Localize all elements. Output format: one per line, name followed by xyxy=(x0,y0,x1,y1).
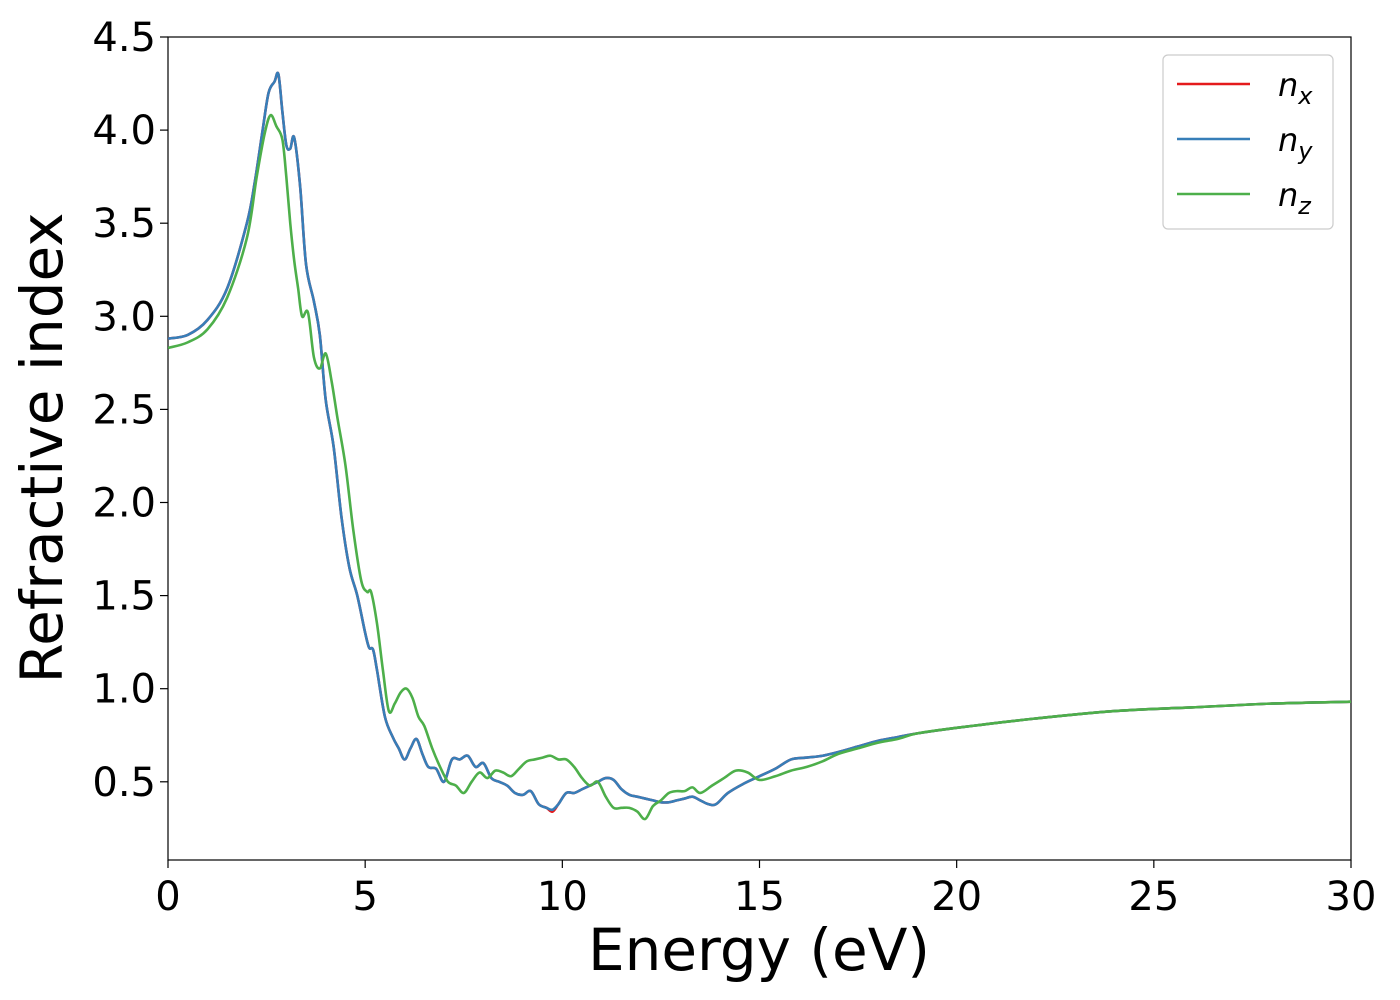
x-tick-label: 0 xyxy=(155,874,180,920)
legend-box xyxy=(1162,54,1334,230)
y-axis: 0.5 1.0 1.5 2.0 2.5 3.0 3.5 4.0 4.5 xyxy=(92,15,168,806)
y-tick-label: 4.0 xyxy=(92,108,156,154)
legend-label-z: nz xyxy=(1278,176,1312,220)
y-tick-label: 1.0 xyxy=(92,667,156,713)
y-tick-label: 3.0 xyxy=(92,294,156,340)
y-axis-label: Refractive index xyxy=(8,212,76,683)
legend-label-x: nx xyxy=(1278,66,1313,110)
series-layer xyxy=(168,71,1351,821)
y-tick-label: 4.5 xyxy=(92,15,156,61)
y-tick-label: 1.5 xyxy=(92,574,156,620)
series-line-z xyxy=(168,113,1351,821)
x-tick-label: 15 xyxy=(734,874,785,920)
x-tick-label: 25 xyxy=(1128,874,1179,920)
y-tick-label: 2.5 xyxy=(92,387,156,433)
legend: nx ny nz xyxy=(1162,54,1334,230)
x-tick-label: 20 xyxy=(931,874,982,920)
x-tick-label: 10 xyxy=(537,874,588,920)
x-axis: 0 5 10 15 20 25 30 xyxy=(155,860,1376,920)
x-tick-label: 30 xyxy=(1326,874,1377,920)
y-tick-label: 0.5 xyxy=(92,760,156,806)
y-tick-label: 2.0 xyxy=(92,480,156,526)
series-line-y xyxy=(168,71,1351,812)
x-axis-label: Energy (eV) xyxy=(588,916,930,984)
x-tick-label: 5 xyxy=(352,874,377,920)
y-tick-label: 3.5 xyxy=(92,201,156,247)
legend-label-y: ny xyxy=(1278,121,1313,165)
